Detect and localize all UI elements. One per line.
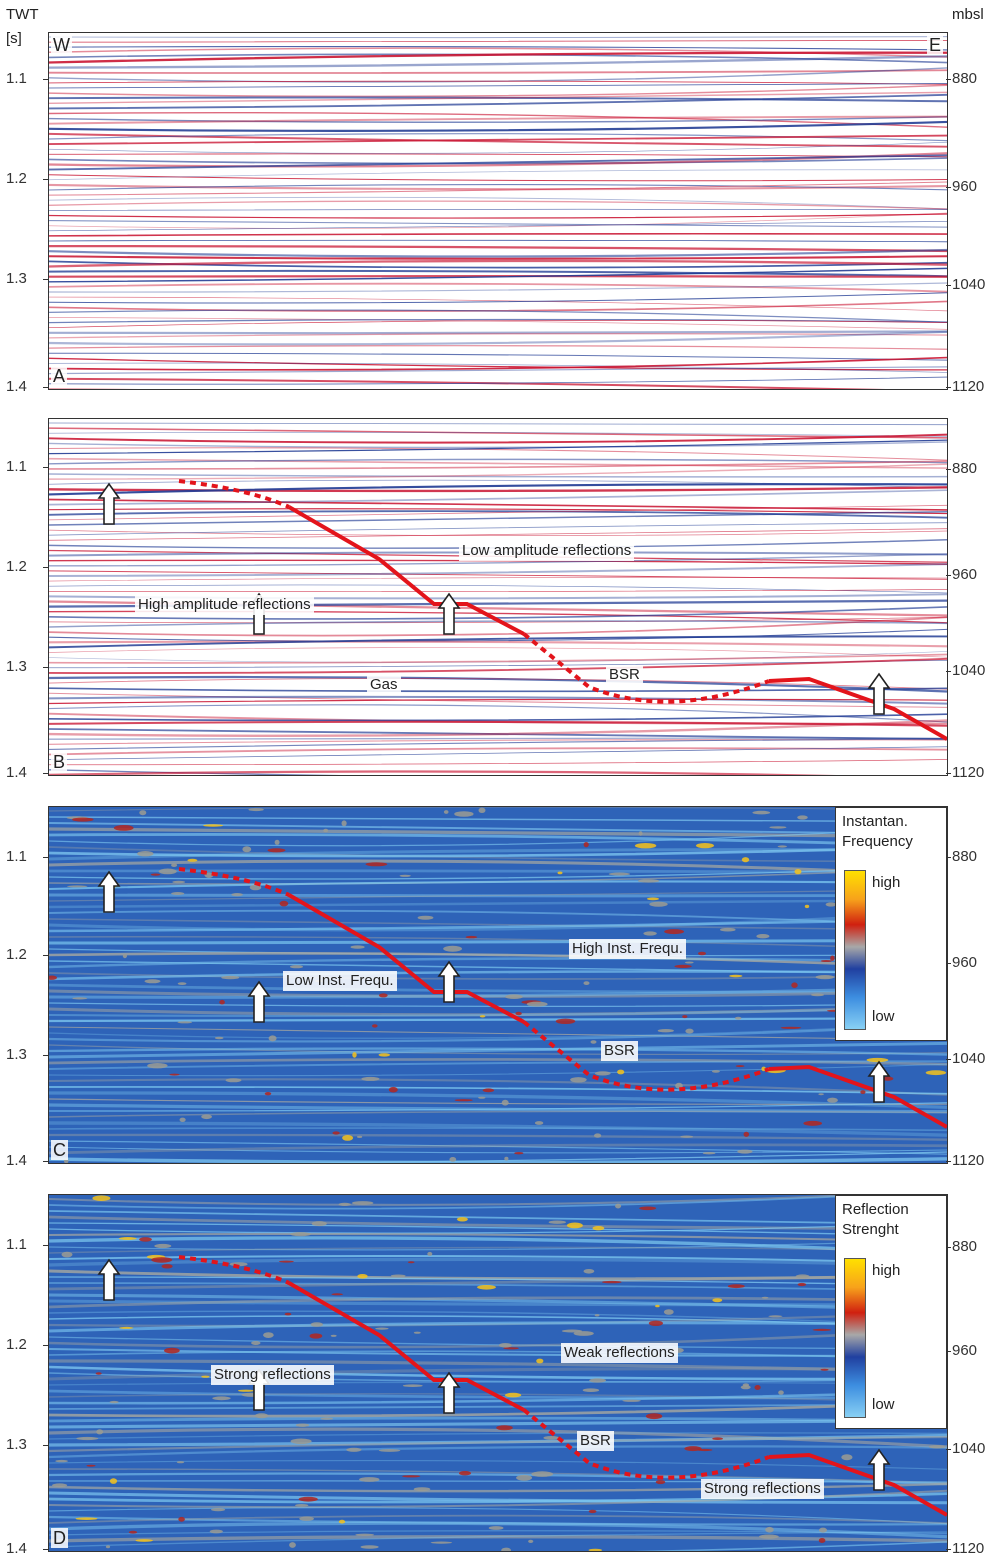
bsr-line-c: [178, 867, 947, 1129]
tick-twt-1-2: 1.2: [6, 946, 48, 963]
legend-title-c: Instantan. Frequency: [842, 813, 913, 850]
tick-mbsl-960: 960: [946, 1342, 1002, 1359]
weak-reflections-label: Weak reflections: [561, 1343, 678, 1363]
up-arrow-icon: [97, 1258, 121, 1301]
panel-label-d: D: [51, 1528, 68, 1548]
tick-mbsl-880: 880: [946, 1238, 1002, 1255]
low-amplitude-label: Low amplitude reflections: [459, 541, 635, 561]
panel-label-b: B: [51, 752, 68, 772]
bsr-label-d: BSR: [577, 1431, 614, 1451]
tick-mbsl-960: 960: [946, 566, 1002, 583]
arrow-markers-c: [97, 870, 891, 1103]
seismic-section-b: [49, 422, 947, 775]
strong-reflections-label-2: Strong reflections: [701, 1479, 824, 1499]
bsr-line-b: [178, 479, 947, 741]
tick-twt-1-4: 1.4: [6, 1152, 48, 1169]
tick-mbsl-1040: 1040: [946, 662, 1002, 679]
tick-twt-1-3: 1.3: [6, 1046, 48, 1063]
tick-twt-1-4: 1.4: [6, 378, 48, 395]
tick-mbsl-880: 880: [946, 460, 1002, 477]
east-label: E: [927, 35, 944, 55]
tick-twt-1-1: 1.1: [6, 1236, 48, 1253]
tick-twt-1-3: 1.3: [6, 658, 48, 675]
frequency-colorbar: [844, 870, 866, 1030]
tick-twt-1-2: 1.2: [6, 170, 48, 187]
tick-twt-1-1: 1.1: [6, 70, 48, 87]
high-amplitude-label: High amplitude reflections: [135, 595, 314, 615]
twt-header: TWT: [6, 6, 39, 23]
tick-mbsl-1120: 1120: [946, 1540, 1002, 1557]
up-arrow-icon: [437, 960, 461, 1003]
high-inst-freq-label: High Inst. Frequ.: [569, 939, 686, 959]
tick-twt-1-1: 1.1: [6, 848, 48, 865]
tick-mbsl-1040: 1040: [946, 276, 1002, 293]
tick-twt-1-1: 1.1: [6, 458, 48, 475]
up-arrow-icon: [97, 870, 121, 913]
legend-title-d: Reflection Strenght: [842, 1201, 909, 1238]
tick-twt-1-3: 1.3: [6, 270, 48, 287]
panel-a-seismic: W E A: [48, 32, 948, 390]
tick-mbsl-1120: 1120: [946, 764, 1002, 781]
tick-mbsl-1120: 1120: [946, 378, 1002, 395]
panel-label-c: C: [51, 1140, 68, 1160]
tick-mbsl-1120: 1120: [946, 1152, 1002, 1169]
up-arrow-icon: [867, 1060, 891, 1103]
up-arrow-icon: [867, 672, 891, 715]
up-arrow-icon: [437, 592, 461, 635]
up-arrow-icon: [97, 482, 121, 525]
panel-b-seismic-interpreted: Low amplitude reflections High amplitude…: [48, 418, 948, 776]
frequency-section-c: [49, 807, 947, 1163]
twt-unit: [s]: [6, 30, 22, 47]
tick-mbsl-880: 880: [946, 848, 1002, 865]
panel-c-instantaneous-frequency: High Inst. Frequ. Low Inst. Frequ. BSR I…: [48, 806, 948, 1164]
low-inst-freq-label: Low Inst. Frequ.: [283, 971, 397, 991]
up-arrow-icon: [437, 1371, 461, 1414]
frequency-legend: Instantan. Frequency high low: [835, 807, 947, 1041]
gas-label: Gas: [367, 675, 401, 695]
tick-mbsl-960: 960: [946, 954, 1002, 971]
tick-mbsl-1040: 1040: [946, 1440, 1002, 1457]
tick-mbsl-1040: 1040: [946, 1050, 1002, 1067]
strength-colorbar: [844, 1258, 866, 1418]
strength-legend: Reflection Strenght high low: [835, 1195, 947, 1429]
seismic-section-a: [49, 36, 947, 389]
tick-twt-1-2: 1.2: [6, 558, 48, 575]
up-arrow-icon: [247, 980, 271, 1023]
west-label: W: [51, 35, 72, 55]
mbsl-header: mbsl: [952, 6, 984, 23]
strong-reflections-label-1: Strong reflections: [211, 1365, 334, 1385]
bsr-label-c: BSR: [601, 1041, 638, 1061]
tick-mbsl-880: 880: [946, 70, 1002, 87]
legend-high-c: high: [872, 874, 901, 891]
up-arrow-icon: [867, 1448, 891, 1491]
panel-label-a: A: [51, 366, 68, 386]
legend-high-d: high: [872, 1262, 901, 1279]
panel-d-reflection-strength: Strong reflections Weak reflections BSR …: [48, 1194, 948, 1552]
tick-twt-1-4: 1.4: [6, 764, 48, 781]
tick-mbsl-960: 960: [946, 178, 1002, 195]
legend-low-c: low: [872, 1008, 895, 1025]
tick-twt-1-4: 1.4: [6, 1540, 48, 1557]
bsr-label-b: BSR: [606, 665, 643, 685]
legend-low-d: low: [872, 1396, 895, 1413]
bsr-line-d: [178, 1255, 947, 1517]
tick-twt-1-2: 1.2: [6, 1336, 48, 1353]
tick-twt-1-3: 1.3: [6, 1436, 48, 1453]
